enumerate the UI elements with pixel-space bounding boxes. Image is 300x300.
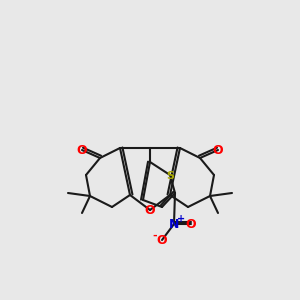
Text: +: +	[177, 214, 185, 224]
Text: -: -	[153, 231, 157, 241]
Text: S: S	[166, 171, 174, 181]
Text: O: O	[145, 205, 155, 218]
Text: O: O	[186, 218, 196, 230]
Text: O: O	[213, 143, 223, 157]
Text: O: O	[157, 233, 167, 247]
Text: N: N	[169, 218, 179, 230]
Text: O: O	[77, 143, 87, 157]
